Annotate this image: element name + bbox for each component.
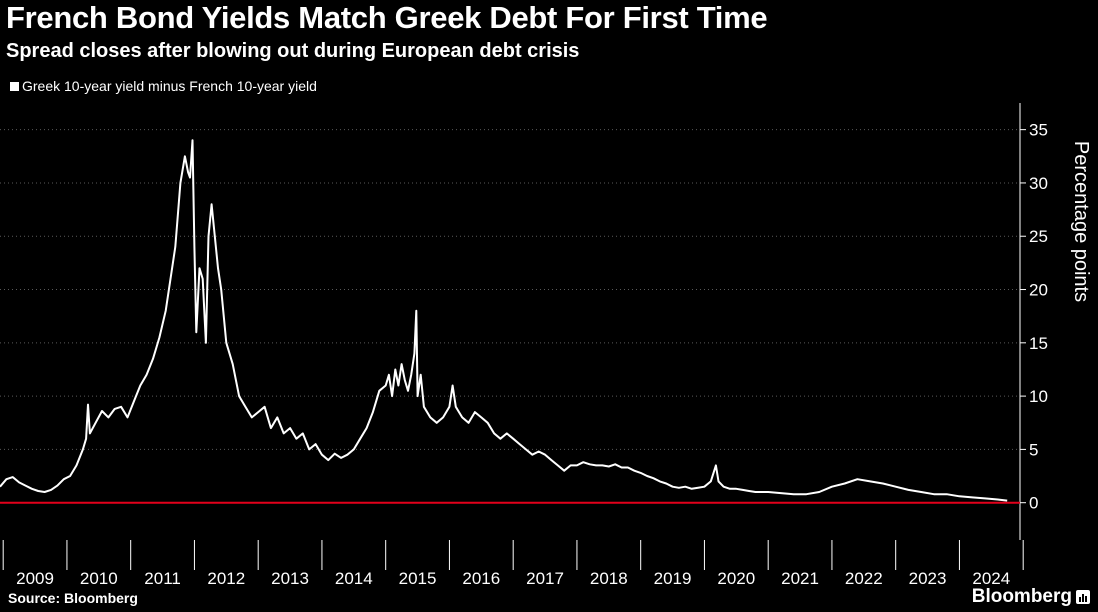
x-tick-label: 2021 (781, 569, 819, 588)
brand-name: Bloomberg (971, 586, 1072, 607)
source-note: Source: Bloomberg (8, 590, 138, 606)
x-tick-label: 2024 (972, 569, 1010, 588)
chart-subtitle: Spread closes after blowing out during E… (6, 40, 580, 62)
bar-chart-icon (1076, 590, 1090, 604)
x-tick-label: 2019 (654, 569, 692, 588)
y-tick-label: 10 (1029, 387, 1048, 406)
y-tick-label: 20 (1029, 281, 1048, 300)
x-tick-label: 2018 (590, 569, 628, 588)
grid-lines (0, 129, 1020, 450)
y-tick-label: 25 (1029, 227, 1048, 246)
y-tick-label: 5 (1029, 440, 1038, 459)
chart-title: French Bond Yields Match Greek Debt For … (6, 0, 768, 35)
x-tick-label: 2017 (526, 569, 564, 588)
x-axis: 2009 2010 2011 2012 2013 2014 2015 2016 2017 2018… (2, 540, 1024, 588)
series-line-greek-minus-french (0, 139, 1008, 502)
x-tick-label: 2012 (207, 569, 245, 588)
legend-swatch (10, 81, 19, 91)
y-tick-label: 0 (1029, 494, 1038, 513)
x-tick-label: 2022 (845, 569, 883, 588)
y-axis-label: Percentage points (1070, 141, 1092, 302)
legend: Greek 10-year yield minus French 10-year… (10, 78, 317, 94)
x-tick-label: 2020 (717, 569, 755, 588)
x-tick-label: 2010 (80, 569, 118, 588)
brand-logo: Bloomberg (972, 586, 1090, 608)
y-tick-label: 35 (1029, 121, 1048, 140)
x-tick-label: 2013 (271, 569, 309, 588)
legend-label: Greek 10-year yield minus French 10-year… (22, 78, 317, 94)
x-tick-label: 2023 (909, 569, 947, 588)
x-tick-label: 2009 (16, 569, 54, 588)
x-tick-label: 2016 (462, 569, 500, 588)
x-tick-label: 2015 (399, 569, 437, 588)
y-axis: 0 5 10 15 20 25 30 35 (1019, 103, 1048, 540)
x-tick-label: 2011 (144, 569, 181, 588)
x-tick-label: 2014 (335, 569, 373, 588)
y-tick-label: 30 (1029, 174, 1048, 193)
y-tick-label: 15 (1029, 334, 1048, 353)
